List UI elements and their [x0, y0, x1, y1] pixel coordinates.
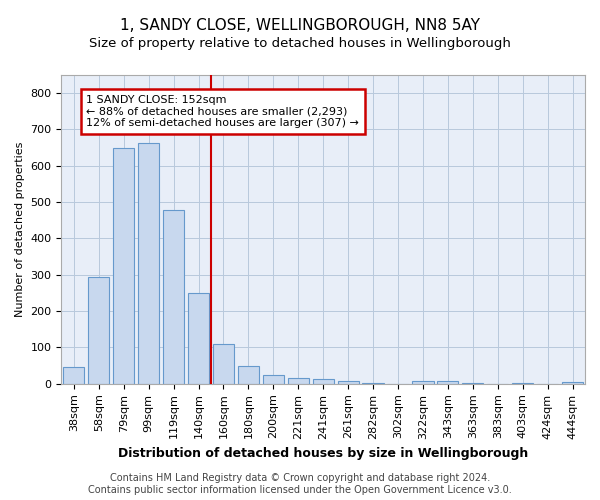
- Bar: [163, 210, 184, 384]
- Text: Size of property relative to detached houses in Wellingborough: Size of property relative to detached ho…: [89, 38, 511, 51]
- Bar: [562, 382, 583, 384]
- Bar: [313, 379, 334, 384]
- Bar: [338, 381, 359, 384]
- Bar: [188, 293, 209, 384]
- Bar: [462, 382, 484, 384]
- Bar: [512, 382, 533, 384]
- Bar: [412, 381, 434, 384]
- X-axis label: Distribution of detached houses by size in Wellingborough: Distribution of detached houses by size …: [118, 447, 529, 460]
- Bar: [263, 374, 284, 384]
- Bar: [63, 368, 85, 384]
- Text: 1, SANDY CLOSE, WELLINGBOROUGH, NN8 5AY: 1, SANDY CLOSE, WELLINGBOROUGH, NN8 5AY: [120, 18, 480, 32]
- Y-axis label: Number of detached properties: Number of detached properties: [15, 142, 25, 317]
- Bar: [238, 366, 259, 384]
- Bar: [138, 143, 159, 384]
- Bar: [362, 382, 383, 384]
- Text: Contains HM Land Registry data © Crown copyright and database right 2024.
Contai: Contains HM Land Registry data © Crown c…: [88, 474, 512, 495]
- Text: 1 SANDY CLOSE: 152sqm
← 88% of detached houses are smaller (2,293)
12% of semi-d: 1 SANDY CLOSE: 152sqm ← 88% of detached …: [86, 95, 359, 128]
- Bar: [113, 148, 134, 384]
- Bar: [88, 278, 109, 384]
- Bar: [437, 381, 458, 384]
- Bar: [287, 378, 309, 384]
- Bar: [213, 344, 234, 384]
